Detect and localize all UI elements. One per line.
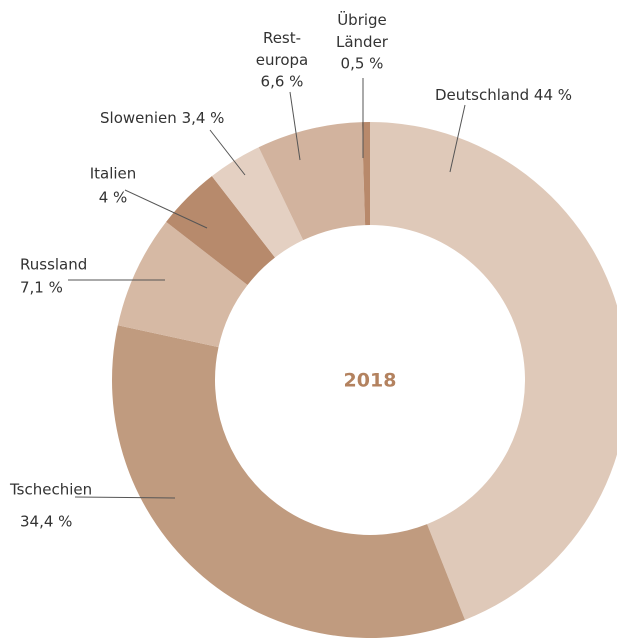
category-label: Slowenien [100, 109, 177, 127]
value-label: 4 % [99, 189, 128, 207]
segment-label: Slowenien 3,4 % [100, 109, 224, 127]
donut-segment [370, 122, 617, 620]
category-label: Deutschland [435, 86, 529, 104]
donut-segment [258, 122, 366, 241]
value-label: 44 % [534, 86, 572, 104]
donut-segment [112, 325, 465, 638]
category-label: Rest-europa [256, 29, 308, 69]
leader-line [74, 496, 176, 499]
category-label: Italien [90, 165, 137, 183]
donut-segment [117, 221, 248, 348]
donut-segment [211, 147, 304, 258]
leader-line [124, 189, 208, 229]
category-label: Russland [20, 256, 87, 274]
value-label: 7,1 % [20, 279, 63, 297]
value-label: 34,4 % [20, 513, 72, 531]
center-title: 2018 [344, 370, 397, 392]
donut-segment [166, 176, 275, 285]
category-label: Tschechien [9, 481, 92, 499]
value-label: 3,4 % [182, 109, 225, 127]
leader-line [289, 91, 301, 161]
segment-label: Deutschland 44 % [435, 86, 572, 104]
category-label: Übrige Länder [336, 10, 389, 51]
leader-line [209, 129, 246, 176]
value-label: 6,6 % [261, 73, 304, 91]
donut-segment [361, 122, 370, 226]
value-label: 0,5 % [341, 55, 384, 73]
leader-line [449, 104, 466, 173]
